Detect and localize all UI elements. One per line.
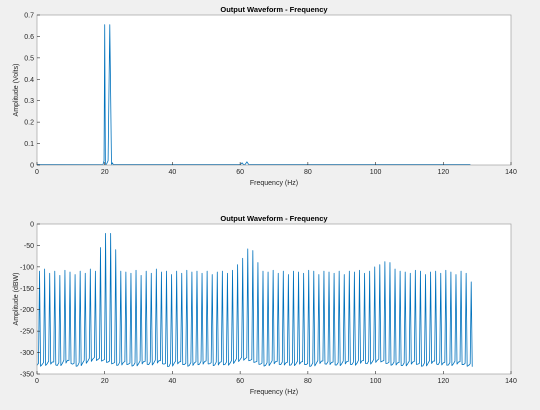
axes-box: [36, 223, 512, 375]
x-tick-label: 60: [236, 169, 244, 176]
x-tick-label: 140: [505, 378, 517, 385]
y-tick-label: 0.3: [24, 98, 34, 105]
series-line: [36, 233, 473, 367]
y-tick-label: -300: [20, 350, 34, 357]
y-tick-label: 0.5: [24, 55, 34, 62]
ticks-layer: 0 20 40 60 80 100 120 140 0 0.1 0.2 0.3 0.4 0.5 0.6 0.7: [24, 13, 517, 177]
y-tick-label: -100: [20, 264, 34, 271]
y-tick-label: 0.2: [24, 120, 34, 127]
y-tick-label: -150: [20, 286, 34, 293]
x-axis-label: Frequency (Hz): [250, 389, 298, 396]
x-tick-label: 80: [304, 169, 312, 176]
series-layer: [36, 233, 473, 367]
y-tick-label: 0.1: [24, 141, 34, 148]
chart-title: Output Waveform - Frequency: [220, 5, 328, 14]
chart-top: 0 20 40 60 80 100 120 140 0 0.1 0.2 0.3 0.4 0.5 0.6 0.7…: [13, 5, 517, 187]
x-tick-label: 20: [101, 378, 109, 385]
y-tick-label: 0.6: [24, 34, 34, 41]
y-axis-label: Amplitude (dBW): [13, 273, 20, 326]
chart-title: Output Waveform - Frequency: [220, 214, 328, 223]
y-axis-label: Amplitude (Volts): [13, 64, 20, 117]
y-tick-label: 0.7: [24, 13, 34, 20]
x-tick-label: 0: [35, 169, 39, 176]
chart-bottom: 0 20 40 60 80 100 120 140 0 -50 -100 -150 -200 -250 -3…: [13, 214, 517, 396]
y-tick-label: -250: [20, 329, 34, 336]
y-tick-label: 0.4: [24, 77, 34, 84]
x-tick-label: 40: [169, 169, 177, 176]
x-axis-label: Frequency (Hz): [250, 180, 298, 187]
x-tick-label: 40: [169, 378, 177, 385]
series-line: [36, 24, 471, 165]
x-tick-label: 100: [370, 169, 382, 176]
series-layer: [36, 24, 471, 165]
ticks-layer: 0 20 40 60 80 100 120 140 0 -50 -100 -150 -200 -250 -3…: [20, 222, 517, 386]
y-tick-label: -50: [24, 243, 34, 250]
y-tick-label: 0: [30, 163, 34, 170]
y-tick-label: 0: [30, 222, 34, 229]
x-tick-label: 20: [101, 169, 109, 176]
x-tick-label: 120: [437, 169, 449, 176]
y-tick-label: -350: [20, 372, 34, 379]
axes-background: [37, 15, 511, 165]
y-tick-label: -200: [20, 307, 34, 314]
axes-box: [36, 14, 512, 166]
x-tick-label: 120: [437, 378, 449, 385]
x-tick-label: 80: [304, 378, 312, 385]
x-tick-label: 60: [236, 378, 244, 385]
x-tick-label: 140: [505, 169, 517, 176]
x-tick-label: 100: [370, 378, 382, 385]
x-tick-label: 0: [35, 378, 39, 385]
